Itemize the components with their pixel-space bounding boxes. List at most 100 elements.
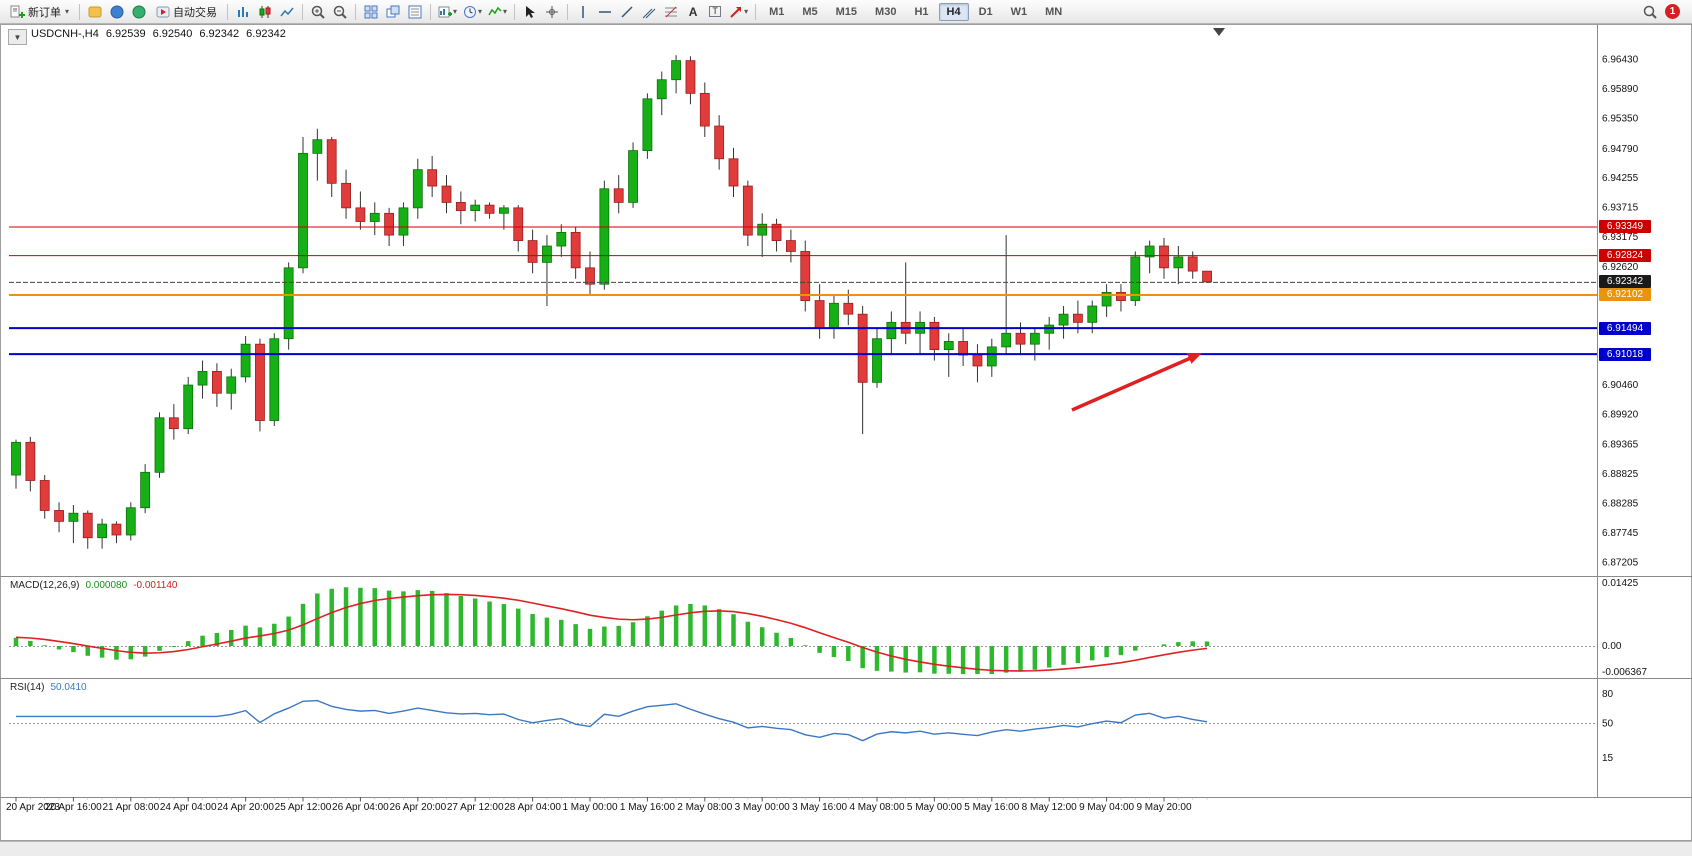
trendline-icon bbox=[621, 5, 633, 18]
chart-header: USDCNH-,H4 6.92539 6.92540 6.92342 6.92342 bbox=[31, 28, 293, 40]
search-button[interactable] bbox=[1639, 2, 1661, 22]
trendline-button[interactable] bbox=[616, 2, 638, 22]
toolbar-separator bbox=[79, 3, 81, 20]
price-axis-label: 6.92620 bbox=[1602, 262, 1639, 273]
navigator-button[interactable] bbox=[128, 2, 150, 22]
fibonacci-icon bbox=[665, 6, 678, 17]
horizontal-line-button[interactable] bbox=[594, 2, 616, 22]
autotrading-label: 自动交易 bbox=[173, 6, 218, 19]
crosshair-button[interactable] bbox=[541, 2, 563, 22]
price-axis-label: 6.87205 bbox=[1602, 557, 1639, 568]
timeframe-group: M1 M5 M15 M30 H1 H4 D1 W1 MN bbox=[760, 2, 1071, 21]
market-watch-icon bbox=[110, 5, 124, 18]
tile-windows-button[interactable] bbox=[360, 2, 382, 22]
time-axis-label: 20 Apr 16:00 bbox=[45, 802, 102, 813]
period-button[interactable]: ▾ bbox=[460, 2, 485, 22]
dropdown-caret: ▾ bbox=[744, 7, 749, 16]
bar-chart-button[interactable] bbox=[232, 2, 254, 22]
search-icon bbox=[1643, 5, 1657, 19]
candlestick-chart-button[interactable] bbox=[254, 2, 276, 22]
time-axis-label: 20 Apr 2023 bbox=[6, 802, 60, 813]
ohlc-open: 6.92539 bbox=[105, 28, 146, 40]
new-chart-icon bbox=[438, 6, 453, 17]
price-axis-label: 6.93175 bbox=[1602, 232, 1639, 243]
zoom-out-button[interactable] bbox=[329, 2, 351, 22]
tab-timeframe-m5[interactable]: M5 bbox=[802, 5, 818, 18]
horizontal-line-icon bbox=[599, 10, 612, 13]
ohlc-low: 6.92342 bbox=[199, 28, 240, 40]
rsi-scale-label: 80 bbox=[1602, 689, 1614, 700]
toolbar: 新订单 ▾ 自动交易 ▾ ▾ ▾ A T bbox=[0, 0, 1692, 24]
time-axis-label: 3 May 16:00 bbox=[792, 802, 847, 813]
time-axis-label: 3 May 00:00 bbox=[735, 802, 790, 813]
new-chart-button[interactable]: ▾ bbox=[435, 2, 460, 22]
rsi-value: 50.0410 bbox=[50, 682, 87, 693]
channel-icon bbox=[642, 8, 656, 18]
tab-timeframe-w1[interactable]: W1 bbox=[1010, 5, 1028, 18]
dropdown-caret: ▾ bbox=[503, 7, 508, 16]
time-axis-label: 9 May 20:00 bbox=[1136, 802, 1191, 813]
chart-shift-marker bbox=[1213, 28, 1225, 36]
time-axis-label: 4 May 08:00 bbox=[849, 802, 904, 813]
time-axis-label: 28 Apr 04:00 bbox=[504, 802, 561, 813]
indicators-button[interactable]: ▾ bbox=[485, 2, 510, 22]
metaeditor-button[interactable] bbox=[84, 2, 106, 22]
macd-name: MACD(12,26,9) bbox=[10, 580, 80, 591]
time-axis-label: 5 May 16:00 bbox=[964, 802, 1019, 813]
ohlc-high: 6.92540 bbox=[152, 28, 193, 40]
rsi-line bbox=[16, 699, 1208, 742]
autotrading-button[interactable]: 自动交易 bbox=[150, 2, 223, 22]
macd-signal-line bbox=[15, 593, 1208, 672]
price-axis-label: 6.87745 bbox=[1602, 528, 1639, 539]
macd-label: MACD(12,26,9) 0.000080 -0.001140 bbox=[10, 580, 177, 591]
chart-symbol-label: USDCNH-,H4 bbox=[31, 28, 99, 40]
time-axis-label: 26 Apr 04:00 bbox=[332, 802, 389, 813]
time-axis-label: 2 May 08:00 bbox=[677, 802, 732, 813]
cursor-button[interactable] bbox=[519, 2, 541, 22]
cascade-windows-button[interactable] bbox=[382, 2, 404, 22]
tab-timeframe-h4[interactable]: H4 bbox=[938, 2, 969, 21]
tab-timeframe-m30[interactable]: M30 bbox=[875, 5, 897, 18]
data-window-button[interactable] bbox=[404, 2, 426, 22]
one-click-trading-toggle[interactable]: ▼ bbox=[8, 29, 27, 45]
ohlc-close: 6.92342 bbox=[246, 28, 286, 40]
line-chart-icon bbox=[280, 7, 294, 16]
time-axis-label: 8 May 12:00 bbox=[1022, 802, 1077, 813]
autotrading-icon bbox=[156, 6, 170, 17]
line-chart-button[interactable] bbox=[276, 2, 298, 22]
zoom-in-button[interactable] bbox=[307, 2, 329, 22]
notification-badge[interactable]: 1 bbox=[1665, 4, 1680, 19]
tab-timeframe-mn[interactable]: MN bbox=[1045, 5, 1063, 18]
macd-main-value: 0.000080 bbox=[85, 580, 128, 591]
tab-timeframe-h1[interactable]: H1 bbox=[914, 5, 929, 18]
macd-signal-value: -0.001140 bbox=[133, 580, 178, 591]
tab-timeframe-m1[interactable]: M1 bbox=[769, 5, 785, 18]
toolbar-separator bbox=[227, 3, 229, 20]
time-axis-label: 9 May 04:00 bbox=[1079, 802, 1134, 813]
price-axis-label: 6.90460 bbox=[1602, 380, 1639, 391]
clock-icon bbox=[464, 5, 477, 18]
vertical-line-button[interactable] bbox=[572, 2, 594, 22]
rsi-scale-label: 15 bbox=[1602, 753, 1614, 764]
macd-scale-label: 0.00 bbox=[1602, 641, 1622, 652]
price-axis-label: 6.94255 bbox=[1602, 173, 1639, 184]
text-button[interactable]: A bbox=[682, 2, 704, 22]
toolbar-separator bbox=[302, 3, 304, 20]
arrows-button[interactable]: ▾ bbox=[726, 2, 751, 22]
fibonacci-button[interactable] bbox=[660, 2, 682, 22]
time-axis-label: 27 Apr 12:00 bbox=[447, 802, 504, 813]
channel-button[interactable] bbox=[638, 2, 660, 22]
text-icon: A bbox=[688, 4, 698, 19]
toolbar-separator bbox=[430, 3, 432, 20]
price-axis-label: 6.95350 bbox=[1602, 113, 1639, 124]
indicators-icon bbox=[488, 6, 502, 15]
new-order-button[interactable]: 新订单 ▾ bbox=[4, 2, 75, 22]
tab-timeframe-d1[interactable]: D1 bbox=[978, 5, 993, 18]
market-watch-button[interactable] bbox=[106, 2, 128, 22]
time-axis-label: 24 Apr 20:00 bbox=[217, 802, 274, 813]
rsi-scale-label: 50 bbox=[1602, 719, 1614, 730]
label-button[interactable]: T bbox=[704, 2, 726, 22]
tab-timeframe-m15[interactable]: M15 bbox=[835, 5, 858, 18]
